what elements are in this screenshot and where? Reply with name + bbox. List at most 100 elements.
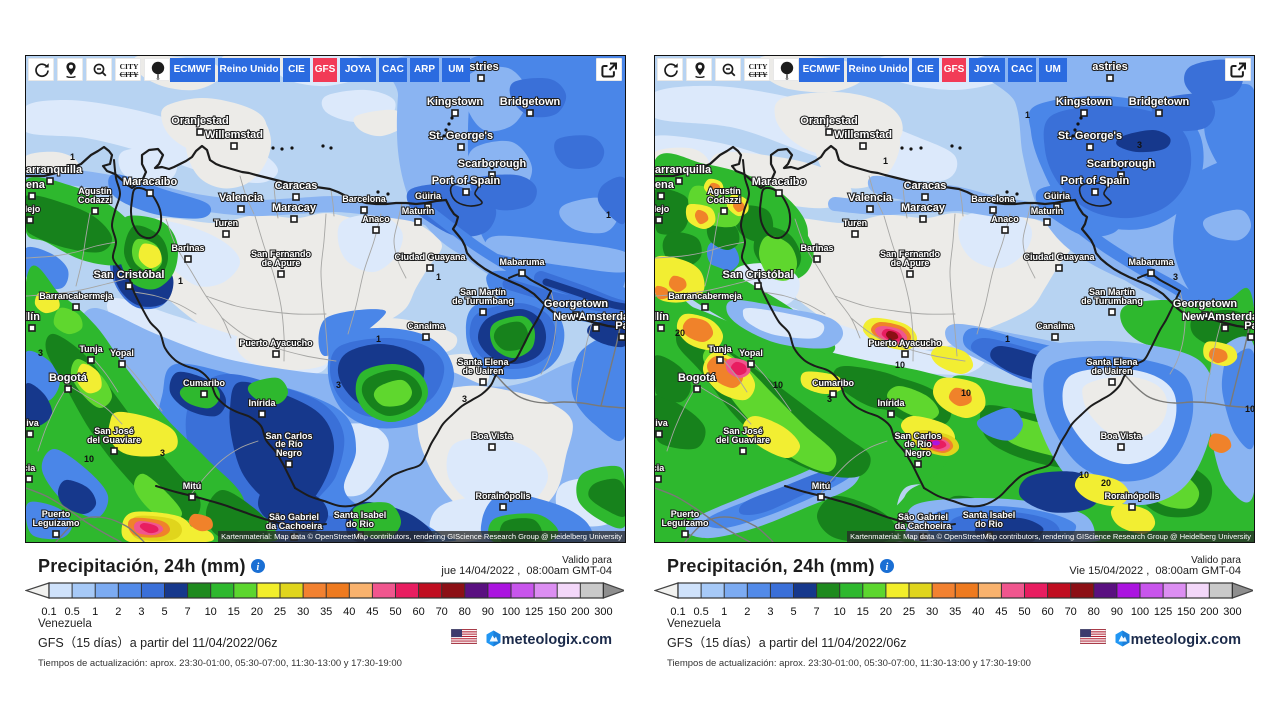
svg-text:Maracay: Maracay: [901, 202, 946, 214]
svg-text:Santa Isabel: Santa Isabel: [334, 510, 387, 520]
svg-text:Codazzi: Codazzi: [78, 195, 112, 205]
svg-text:Barrancabermeja: Barrancabermeja: [668, 291, 743, 301]
svg-text:de Turumbang: de Turumbang: [1081, 296, 1143, 306]
svg-text:de Apure: de Apure: [262, 258, 301, 268]
svg-text:3: 3: [160, 448, 165, 458]
svg-text:San José: San José: [723, 426, 763, 436]
svg-text:San Cristóbal: San Cristóbal: [723, 269, 794, 281]
svg-text:St. George's: St. George's: [1058, 130, 1122, 142]
svg-text:Güiria: Güiria: [415, 191, 442, 201]
svg-text:80: 80: [1088, 606, 1100, 618]
svg-text:Georgetown: Georgetown: [1173, 298, 1237, 310]
svg-text:1: 1: [606, 210, 611, 220]
svg-text:São Gabriel: São Gabriel: [269, 512, 319, 522]
svg-text:Puerto Ayacucho: Puerto Ayacucho: [868, 338, 942, 348]
svg-text:Maracay: Maracay: [272, 202, 317, 214]
svg-text:3: 3: [1173, 272, 1178, 282]
svg-text:CITY: CITY: [120, 70, 139, 79]
svg-text:Negro: Negro: [905, 448, 932, 458]
svg-text:50: 50: [1018, 606, 1030, 618]
svg-text:do Rio: do Rio: [975, 519, 1003, 529]
svg-text:35: 35: [320, 606, 332, 618]
svg-text:10: 10: [895, 360, 905, 370]
svg-text:New Amsterdam: New Amsterdam: [553, 311, 625, 323]
svg-text:de Apure: de Apure: [891, 258, 930, 268]
svg-text:90: 90: [482, 606, 494, 618]
svg-text:da Cachoeira: da Cachoeira: [266, 521, 324, 531]
svg-text:Inírida: Inírida: [248, 398, 276, 408]
svg-text:Port of Spain: Port of Spain: [1061, 175, 1130, 187]
svg-text:Mabaruma: Mabaruma: [499, 257, 545, 267]
svg-text:3: 3: [1137, 140, 1142, 150]
svg-text:Barinas: Barinas: [800, 243, 833, 253]
svg-text:80: 80: [459, 606, 471, 618]
svg-text:60: 60: [1041, 606, 1053, 618]
svg-text:Barranquilla: Barranquilla: [655, 164, 712, 176]
svg-text:3: 3: [827, 394, 832, 404]
svg-text:Scarborough: Scarborough: [1087, 158, 1156, 170]
svg-text:10: 10: [1079, 470, 1089, 480]
svg-text:Bridgetown: Bridgetown: [500, 96, 561, 108]
svg-text:1: 1: [883, 156, 888, 166]
svg-text:45: 45: [995, 606, 1007, 618]
svg-text:i: i: [256, 562, 259, 573]
svg-text:Canaima: Canaima: [407, 321, 446, 331]
svg-text:Barcelona: Barcelona: [342, 194, 387, 204]
svg-text:Puerto: Puerto: [42, 509, 71, 519]
svg-text:Boa Vista: Boa Vista: [472, 431, 514, 441]
svg-text:Valencia: Valencia: [219, 192, 264, 204]
svg-text:Turen: Turen: [843, 218, 867, 228]
svg-text:CITY: CITY: [749, 70, 768, 79]
svg-text:20: 20: [251, 606, 263, 618]
svg-text:100: 100: [502, 606, 520, 618]
svg-text:125: 125: [525, 606, 543, 618]
svg-text:gena: gena: [26, 179, 46, 191]
svg-text:Santa Elena: Santa Elena: [457, 357, 509, 367]
svg-text:10: 10: [84, 454, 94, 464]
svg-text:60: 60: [412, 606, 424, 618]
svg-text:Mabaruma: Mabaruma: [1128, 257, 1174, 267]
svg-text:Bogotá: Bogotá: [49, 372, 88, 384]
svg-text:Canaima: Canaima: [1036, 321, 1075, 331]
svg-text:Kingstown: Kingstown: [1056, 96, 1112, 108]
svg-text:Mitú: Mitú: [812, 481, 831, 491]
svg-text:Ciudad Guayana: Ciudad Guayana: [394, 252, 466, 262]
svg-text:1: 1: [376, 334, 381, 344]
svg-text:35: 35: [949, 606, 961, 618]
svg-text:0.5: 0.5: [693, 606, 708, 618]
svg-text:de Uairen: de Uairen: [1091, 366, 1132, 376]
svg-text:astries: astries: [1092, 61, 1127, 73]
svg-text:de Turumbang: de Turumbang: [452, 296, 514, 306]
svg-text:llín: llín: [655, 311, 669, 323]
svg-text:0.1: 0.1: [670, 606, 685, 618]
svg-text:Barinas: Barinas: [171, 243, 204, 253]
svg-text:125: 125: [1154, 606, 1172, 618]
svg-text:90: 90: [1111, 606, 1123, 618]
svg-text:Inírida: Inírida: [877, 398, 905, 408]
svg-text:CITY: CITY: [749, 62, 768, 71]
svg-text:del Guaviare: del Guaviare: [716, 435, 770, 445]
svg-text:Santa Elena: Santa Elena: [1086, 357, 1138, 367]
svg-text:de Uairen: de Uairen: [462, 366, 503, 376]
svg-text:do Rio: do Rio: [346, 519, 374, 529]
svg-text:Santa Isabel: Santa Isabel: [963, 510, 1016, 520]
svg-text:Yopal: Yopal: [739, 348, 763, 358]
svg-text:300: 300: [594, 606, 612, 618]
svg-text:San Carlos: San Carlos: [265, 431, 312, 441]
svg-text:astries: astries: [463, 61, 498, 73]
svg-text:Maracaibo: Maracaibo: [123, 176, 178, 188]
svg-text:20: 20: [675, 328, 685, 338]
svg-text:200: 200: [1200, 606, 1218, 618]
svg-text:cia: cia: [26, 463, 36, 473]
svg-text:Turen: Turen: [214, 218, 238, 228]
svg-text:de Río: de Río: [275, 439, 303, 449]
svg-text:Puerto: Puerto: [671, 509, 700, 519]
svg-text:30: 30: [297, 606, 309, 618]
svg-text:Anaco: Anaco: [991, 214, 1019, 224]
svg-text:25: 25: [903, 606, 915, 618]
svg-text:3: 3: [767, 606, 773, 618]
svg-text:0.5: 0.5: [64, 606, 79, 618]
svg-text:Barcelona: Barcelona: [971, 194, 1016, 204]
svg-text:150: 150: [1177, 606, 1195, 618]
svg-text:Caracas: Caracas: [904, 180, 947, 192]
